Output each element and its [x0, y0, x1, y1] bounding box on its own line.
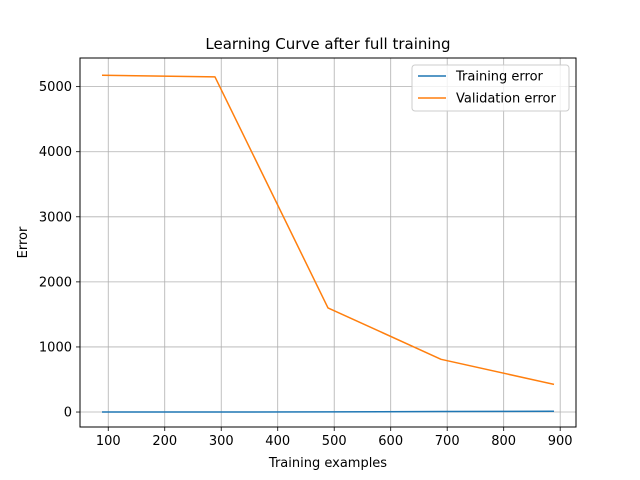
x-tick-label: 500: [322, 434, 347, 449]
x-tick-label: 800: [491, 434, 516, 449]
y-tick-label: 5000: [39, 80, 72, 95]
series-line-validation-error: [101, 74, 555, 386]
grid: [80, 58, 576, 427]
x-tick-label: 400: [265, 434, 290, 449]
x-tick-label: 100: [96, 434, 121, 449]
series-layer: [101, 74, 555, 413]
ticks: 100 200 300 400 500 600 700 800 900 0 1000 2000 3000…: [39, 80, 573, 449]
x-tick-label: 600: [378, 434, 403, 449]
x-tick-label: 900: [548, 434, 573, 449]
y-tick-label: 3000: [39, 210, 72, 225]
x-tick-label: 300: [209, 434, 234, 449]
y-tick-label: 0: [64, 406, 72, 421]
x-axis-label: Training examples: [268, 456, 387, 471]
x-tick-label: 200: [152, 434, 177, 449]
legend: Training error Validation error: [411, 64, 570, 112]
y-tick-label: 2000: [39, 275, 72, 290]
legend-label-training-error: Training error: [455, 70, 544, 85]
y-axis-label: Error: [16, 226, 31, 258]
chart-title: Learning Curve after full training: [205, 35, 450, 53]
y-tick-label: 1000: [39, 340, 72, 355]
legend-box: [411, 64, 570, 112]
series-line-training-error: [102, 410, 555, 413]
y-tick-label: 4000: [39, 145, 72, 160]
plot-frame: [79, 57, 577, 428]
x-tick-label: 700: [435, 434, 460, 449]
legend-label-validation-error: Validation error: [456, 92, 556, 107]
